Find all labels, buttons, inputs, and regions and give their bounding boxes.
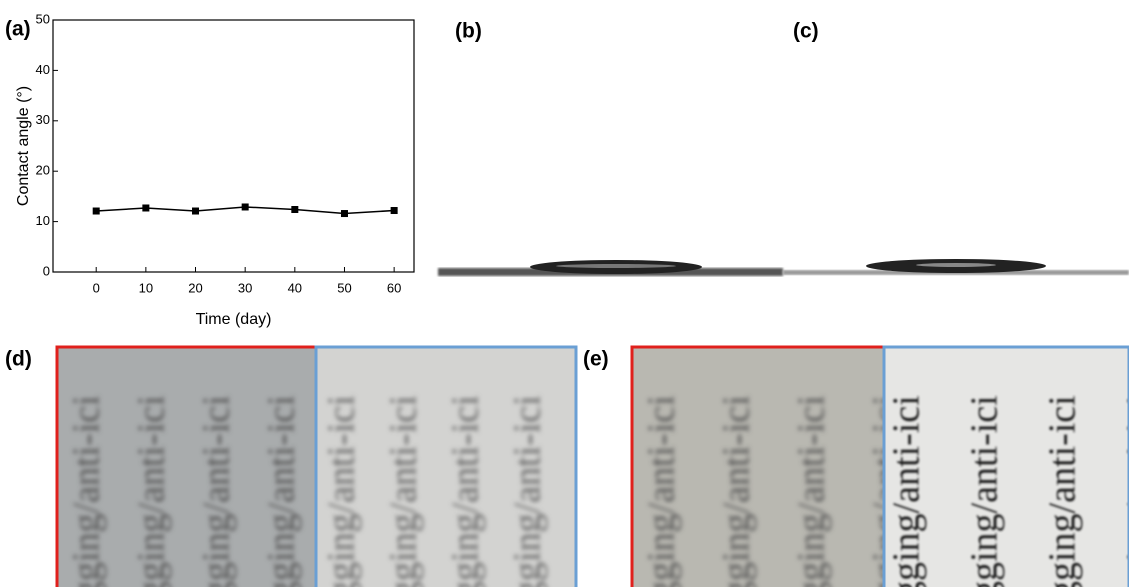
y-axis-label: Contact angle (°) [15, 86, 32, 206]
y-tick-label: 20 [36, 163, 50, 178]
photo-text: gging/anti-ici [261, 395, 303, 587]
y-tick-label: 10 [36, 213, 50, 228]
data-point [192, 207, 200, 215]
panel-label: (d) [5, 348, 32, 371]
data-point [241, 203, 249, 211]
photo: gging/anti-ici gging/anti-ici gging/anti-i… [316, 347, 576, 587]
x-tick-label: 20 [188, 280, 202, 295]
panel-label: (c) [793, 20, 819, 43]
photo-text: gging/anti-ici [1120, 395, 1129, 587]
data-point [390, 207, 398, 215]
x-tick-label: 10 [139, 280, 153, 295]
x-tick-label: 30 [238, 280, 252, 295]
photo-text: gging/anti-ici [131, 395, 173, 587]
photo-text: gging/anti-ici [641, 395, 683, 587]
photo-text: gging/anti-ici [66, 395, 108, 587]
data-point [92, 207, 100, 215]
photo: gging/anti-ici gging/anti-ici gging/anti-i… [884, 347, 1129, 587]
data-point [142, 204, 150, 212]
y-tick-label: 0 [43, 263, 50, 278]
photo-text: gging/anti-ici [716, 395, 758, 587]
photo-text: gging/anti-ici [964, 395, 1006, 587]
photo-text: gging/anti-ici [383, 395, 425, 587]
y-tick-label: 40 [36, 62, 50, 77]
photo-text: gging/anti-ici [791, 395, 833, 587]
y-tick-label: 30 [36, 112, 50, 127]
droplet-photo [438, 260, 783, 276]
photo: gging/anti-ici gging/anti-ici gging/anti-i… [57, 347, 316, 587]
photo: gging/anti-ici gging/anti-ici gging/anti-i… [632, 347, 908, 587]
photo-text: gging/anti-ici [886, 395, 928, 587]
panel-label: (b) [455, 20, 482, 43]
photo-text: gging/anti-ici [321, 395, 363, 587]
x-tick-label: 50 [337, 280, 351, 295]
photo-frame [314, 345, 578, 587]
panel-label: (a) [5, 18, 31, 41]
droplet-photo [783, 259, 1129, 275]
data-point [340, 210, 348, 218]
x-tick-label: 60 [387, 280, 401, 295]
photo-text: gging/anti-ici [1042, 395, 1084, 587]
data-point [291, 206, 299, 214]
panel-label: (e) [583, 348, 609, 371]
photo-text: gging/anti-ici [196, 395, 238, 587]
y-tick-label: 50 [36, 11, 50, 26]
photo-text: gging/anti-ici [866, 395, 908, 587]
photo-text: gging/anti-ici [507, 395, 549, 587]
photo-text: gging/anti-ici [445, 395, 487, 587]
x-tick-label: 40 [288, 280, 302, 295]
x-axis-label: Time (day) [196, 311, 272, 328]
x-tick-label: 0 [93, 280, 100, 295]
photo-frame [882, 345, 1129, 587]
plot-frame [52, 19, 415, 273]
